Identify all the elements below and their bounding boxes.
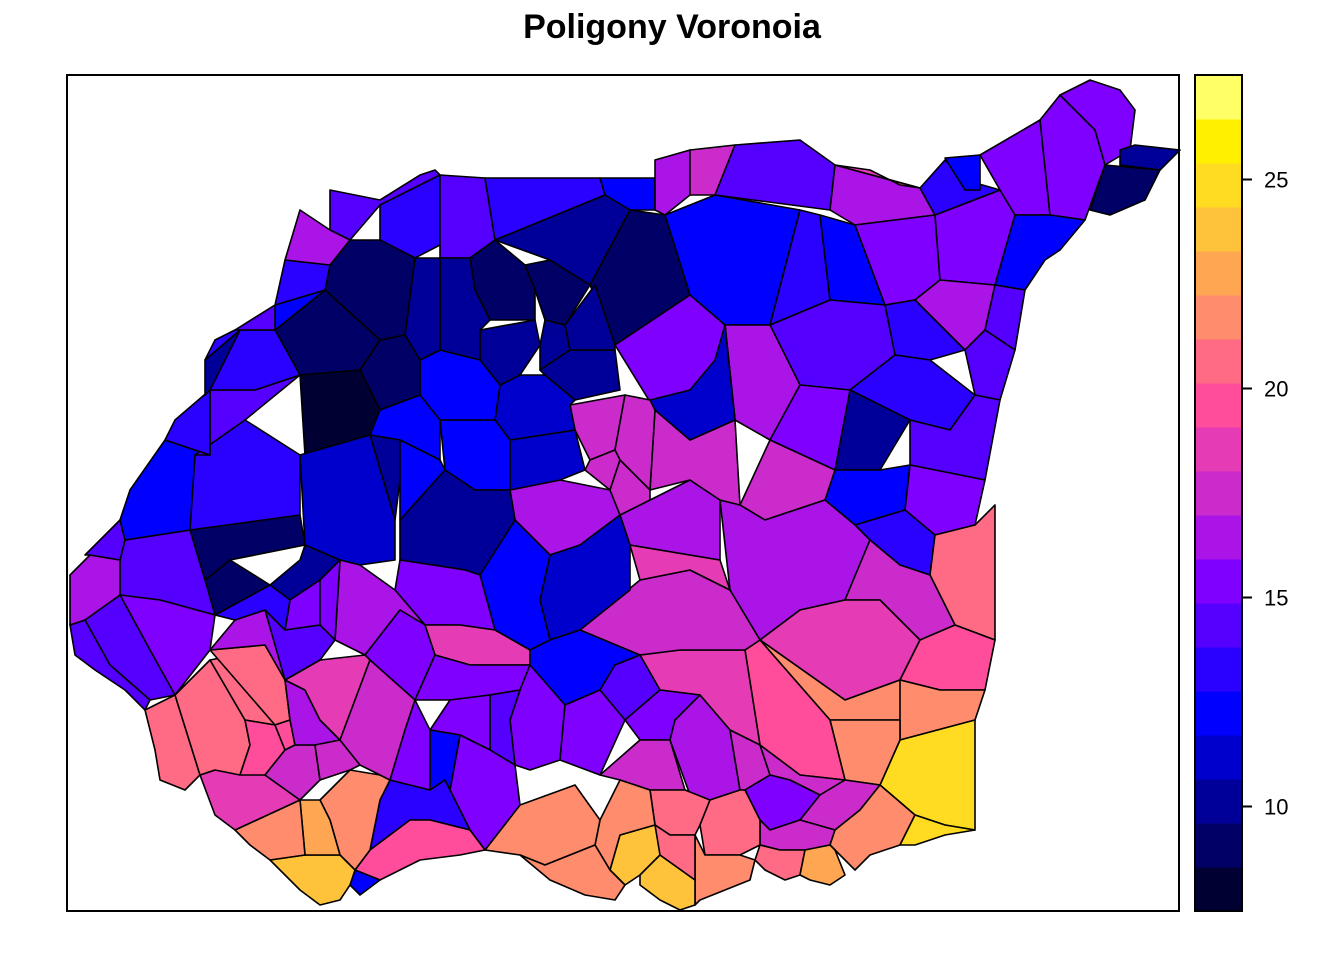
voronoi-cell bbox=[1059, 79, 1136, 166]
voronoi-cell bbox=[564, 284, 616, 351]
voronoi-cells bbox=[69, 79, 1181, 911]
voronoi-cell bbox=[69, 619, 151, 711]
legend-swatch bbox=[1195, 75, 1242, 120]
voronoi-cell bbox=[164, 389, 211, 456]
voronoi-cell bbox=[439, 257, 491, 361]
voronoi-cell bbox=[654, 824, 696, 881]
voronoi-cell bbox=[269, 854, 356, 906]
voronoi-cell bbox=[284, 209, 351, 266]
voronoi-cell bbox=[919, 159, 1001, 216]
voronoi-cell bbox=[314, 739, 361, 781]
legend-swatch bbox=[1195, 251, 1242, 296]
legend-swatch bbox=[1195, 867, 1242, 912]
legend-swatch bbox=[1195, 163, 1242, 208]
voronoi-cell bbox=[694, 834, 756, 906]
voronoi-cell bbox=[654, 149, 691, 216]
voronoi-cell bbox=[84, 519, 126, 561]
voronoi-cell bbox=[899, 814, 976, 846]
voronoi-cell bbox=[829, 164, 936, 226]
legend-tick-label: 20 bbox=[1264, 377, 1288, 402]
voronoi-cell bbox=[964, 329, 1016, 401]
legend-swatch bbox=[1195, 471, 1242, 516]
voronoi-cell bbox=[599, 177, 656, 211]
legend-tick-label: 10 bbox=[1264, 795, 1288, 820]
color-legend: 10 15 20 25 bbox=[1194, 74, 1288, 912]
voronoi-cell bbox=[559, 689, 626, 776]
voronoi-cell bbox=[609, 459, 651, 516]
legend-swatch bbox=[1195, 735, 1242, 780]
voronoi-cell bbox=[799, 844, 846, 886]
voronoi-cell bbox=[389, 699, 431, 791]
voronoi-cell bbox=[834, 164, 921, 189]
legend-swatch bbox=[1195, 779, 1242, 824]
legend-swatch bbox=[1195, 207, 1242, 252]
legend-ticks: 10 15 20 25 bbox=[1242, 168, 1288, 820]
voronoi-cell bbox=[1119, 144, 1181, 171]
legend-swatch bbox=[1195, 295, 1242, 340]
legend-swatch bbox=[1195, 603, 1242, 648]
voronoi-cell bbox=[1089, 164, 1161, 216]
legend-swatch bbox=[1195, 823, 1242, 868]
legend-tick-label: 25 bbox=[1264, 168, 1288, 193]
legend-tick-label: 15 bbox=[1264, 586, 1288, 611]
legend-frame bbox=[1194, 74, 1243, 912]
legend-swatch bbox=[1195, 647, 1242, 692]
voronoi-cell bbox=[204, 329, 241, 361]
voronoi-cell bbox=[379, 174, 441, 259]
map-title: Poligony Voronoia bbox=[523, 8, 821, 46]
voronoi-cell bbox=[234, 304, 276, 331]
voronoi-cell bbox=[944, 154, 981, 191]
plot-frame bbox=[66, 74, 1180, 912]
legend-swatch bbox=[1195, 119, 1242, 164]
legend-swatches bbox=[1195, 75, 1242, 912]
legend-swatch bbox=[1195, 339, 1242, 384]
voronoi-cell bbox=[649, 324, 736, 441]
voronoi-cell bbox=[754, 844, 806, 881]
legend-swatch bbox=[1195, 691, 1242, 736]
voronoi-cell bbox=[519, 844, 626, 901]
legend-swatch bbox=[1195, 427, 1242, 472]
legend-swatch bbox=[1195, 515, 1242, 560]
legend-swatch bbox=[1195, 383, 1242, 428]
legend-swatch bbox=[1195, 559, 1242, 604]
